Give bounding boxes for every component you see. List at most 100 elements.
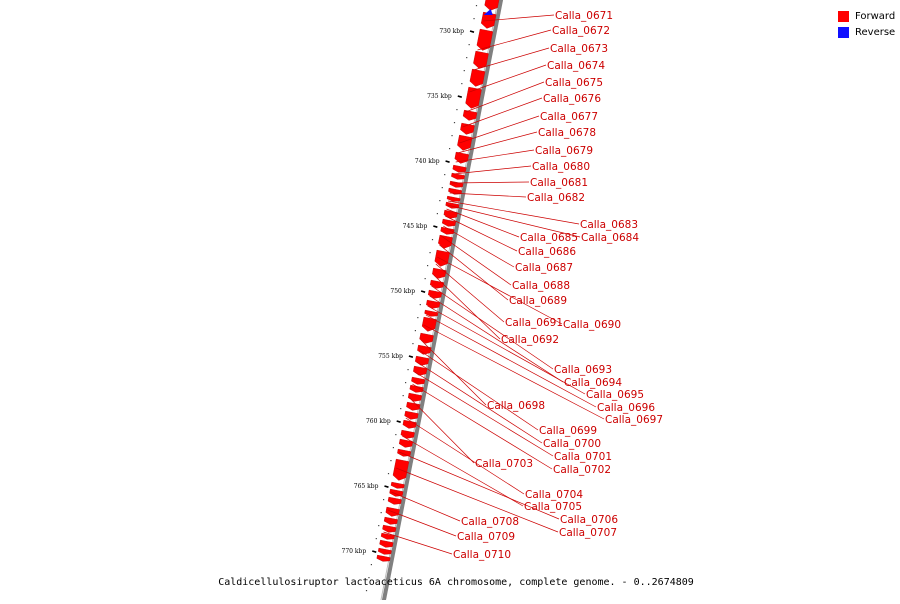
gene-label: Calla_0708 [461, 516, 519, 528]
gene-label: Calla_0681 [530, 177, 588, 189]
forward-gene-arrow [469, 68, 486, 87]
forward-gene-arrow [402, 419, 417, 429]
gene-label: Calla_0672 [552, 25, 610, 37]
gene-leader-line [451, 181, 530, 184]
kbp-tick-mark [445, 160, 450, 163]
kbp-tick: 755 kbp [378, 353, 414, 360]
kbp-tick-mark [433, 225, 438, 228]
gene-leader-line [383, 531, 453, 555]
forward-gene-arrow [473, 50, 489, 69]
gene-label: Calla_0702 [553, 464, 611, 476]
kbp-minor-tick [368, 577, 370, 579]
gene-leader-line [465, 81, 545, 113]
gene-leader-line [469, 64, 547, 93]
kbp-minor-tick [449, 148, 451, 150]
kbp-minor-tick [473, 18, 475, 20]
gene-label: Calla_0689 [509, 295, 567, 307]
kbp-minor-tick [417, 317, 419, 319]
kbp-minor-tick [387, 473, 390, 475]
kbp-minor-tick [463, 70, 465, 72]
forward-gene-arrow [451, 172, 465, 180]
legend-label-reverse: Reverse [855, 26, 896, 38]
forward-gene-arrow [419, 332, 434, 344]
gene-leader-line [418, 349, 539, 431]
gene-leader-line [433, 274, 501, 340]
gene-label: Calla_0703 [475, 458, 533, 470]
forward-gene-arrow [427, 289, 443, 299]
gene-label: Calla_0705 [524, 501, 582, 513]
gene-leader-line [387, 509, 457, 537]
gene-label: Calla_0688 [512, 280, 570, 292]
reverse-gene-arrow [483, 9, 493, 15]
gene-label: Calla_0680 [532, 161, 590, 173]
kbp-minor-tick [436, 213, 438, 215]
kbp-tick-label: 740 kbp [415, 158, 440, 165]
kbp-tick-label: 730 kbp [439, 28, 464, 35]
forward-gene-arrow [476, 28, 494, 51]
gene-leader-line [435, 263, 505, 323]
gene-leader-line [449, 192, 527, 198]
forward-gene-arrow [404, 410, 419, 420]
gene-leader-line [457, 131, 538, 154]
kbp-tick-label: 755 kbp [378, 353, 403, 360]
forward-gene-arrow [417, 344, 432, 355]
gene-leader-line [425, 314, 597, 408]
kbp-tick-label: 745 kbp [403, 223, 428, 230]
forward-gene-arrow [414, 355, 430, 366]
gene-label: Calla_0673 [550, 43, 608, 55]
kbp-minor-tick [412, 343, 414, 345]
genome-caption: Caldicellulosiruptor lactoaceticus 6A ch… [218, 577, 694, 588]
kbp-tick: 765 kbp [354, 483, 389, 490]
forward-gene-arrow [421, 316, 437, 332]
gene-label: Calla_0693 [554, 364, 612, 376]
gene-leader-line [459, 115, 540, 144]
legend-label-forward: Forward [855, 10, 896, 22]
legend-item-reverse: Reverse [838, 24, 895, 40]
kbp-minor-tick [405, 382, 407, 384]
gene-label: Calla_0675 [545, 77, 603, 89]
gene-label: Calla_0687 [515, 262, 573, 274]
forward-gene-arrow [380, 532, 395, 540]
kbp-tick-label: 765 kbp [354, 483, 379, 490]
forward-gene-arrow [387, 496, 402, 505]
forward-gene-arrow [452, 164, 467, 173]
legend-item-forward: Forward [838, 8, 895, 24]
kbp-tick-mark [396, 420, 401, 423]
gene-leader-line [431, 285, 554, 370]
kbp-minor-tick [395, 434, 397, 436]
gene-label: Calla_0699 [539, 425, 597, 437]
kbp-tick: 760 kbp [366, 418, 401, 425]
gene-label: Calla_0682 [527, 192, 585, 204]
gene-label: Calla_0678 [538, 127, 596, 139]
forward-gene-arrow [409, 384, 424, 393]
kbp-minor-tick [370, 564, 372, 566]
kbp-minor-tick [383, 499, 385, 501]
gene-label: Calla_0706 [560, 514, 618, 526]
gene-leader-line [453, 165, 532, 175]
gene-leader-line [429, 295, 564, 383]
kbp-minor-tick [468, 44, 470, 46]
forward-gene-arrow [441, 218, 457, 227]
gene-label: Calla_0691 [505, 317, 563, 329]
gene-label: Calla_0697 [605, 414, 663, 426]
backbone-line [381, 0, 504, 604]
forward-gene-arrow [389, 488, 404, 497]
gene-leader-line [427, 305, 586, 395]
kbp-minor-tick [407, 369, 409, 371]
kbp-tick: 735 kbp [427, 93, 463, 100]
forward-gene-arrow [411, 376, 426, 385]
kbp-minor-tick [453, 122, 456, 124]
gene-leader-line [391, 491, 461, 522]
kbp-tick-mark [384, 485, 389, 488]
kbp-minor-tick [400, 408, 402, 410]
gene-leader-line [443, 225, 515, 268]
gene-leader-line [462, 97, 543, 128]
kbp-minor-tick [431, 239, 434, 241]
gene-label: Calla_0684 [581, 232, 639, 244]
gene-leader-line [445, 215, 518, 252]
gene-label: Calla_0671 [555, 10, 613, 22]
kbp-minor-tick [390, 460, 392, 462]
kbp-tick-mark [469, 30, 475, 33]
forward-gene-arrow [406, 401, 421, 411]
